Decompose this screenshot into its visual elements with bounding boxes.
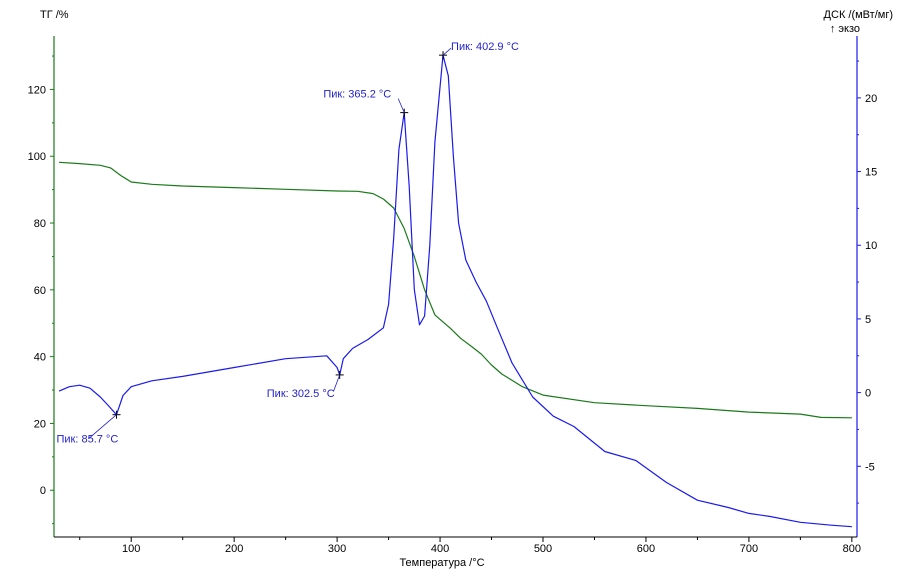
x-tick-label: 500 — [534, 543, 552, 555]
y-left-tick-label: 0 — [40, 485, 46, 497]
y-right-axis-ticks: -5 0 5 10 15 20 — [857, 60, 877, 504]
y-right-tick-label: 0 — [865, 388, 871, 400]
y-right-axis-subtitle: ↑ экзо — [830, 23, 860, 35]
peak-label-302: Пик: 302.5 °C — [267, 388, 335, 400]
peak-leader-line — [397, 98, 405, 113]
peak-leader-line — [442, 47, 452, 56]
y-right-tick-label: -5 — [865, 461, 875, 473]
dsc-curve — [58, 54, 852, 528]
y-left-tick-label: 120 — [28, 84, 46, 96]
y-right-tick-label: 20 — [865, 93, 877, 105]
x-tick-label: 300 — [328, 543, 346, 555]
x-axis-ticks: 100 200 300 400 500 600 700 800 — [79, 537, 861, 555]
y-right-tick-label: 5 — [865, 314, 871, 326]
x-tick-label: 700 — [740, 543, 758, 555]
x-tick-label: 100 — [122, 543, 140, 555]
tg-curve — [59, 161, 852, 419]
y-right-tick-label: 10 — [865, 240, 877, 252]
x-axis-title: Температура /°C — [399, 557, 484, 569]
series-layer — [58, 54, 852, 528]
x-tick-label: 600 — [637, 543, 655, 555]
peak-label-85: Пик: 85.7 °C — [56, 434, 118, 446]
peak-leader-line — [88, 414, 117, 440]
x-tick-label: 400 — [431, 543, 449, 555]
y-right-axis-title: ДСК /(мВт/мг) — [824, 9, 893, 21]
y-right-tick-label: 15 — [865, 167, 877, 179]
y-left-axis-ticks: 0 20 40 60 80 100 120 — [28, 55, 54, 525]
y-left-tick-label: 60 — [34, 285, 46, 297]
y-left-axis-title: ТГ /% — [40, 9, 69, 21]
y-left-tick-label: 40 — [34, 352, 46, 364]
y-left-tick-label: 80 — [34, 218, 46, 230]
peak-label-365: Пик: 365.2 °C — [323, 89, 391, 101]
y-left-tick-label: 20 — [34, 418, 46, 430]
x-tick-label: 800 — [843, 543, 861, 555]
peak-annotations: Пик: 85.7 °C Пик: 302.5 °C Пик: 365.2 °C Пи… — [56, 41, 519, 446]
peak-leader-line — [333, 374, 341, 392]
peak-label-402: Пик: 402.9 °C — [451, 41, 519, 53]
x-tick-label: 200 — [225, 543, 243, 555]
y-left-tick-label: 100 — [28, 151, 46, 163]
